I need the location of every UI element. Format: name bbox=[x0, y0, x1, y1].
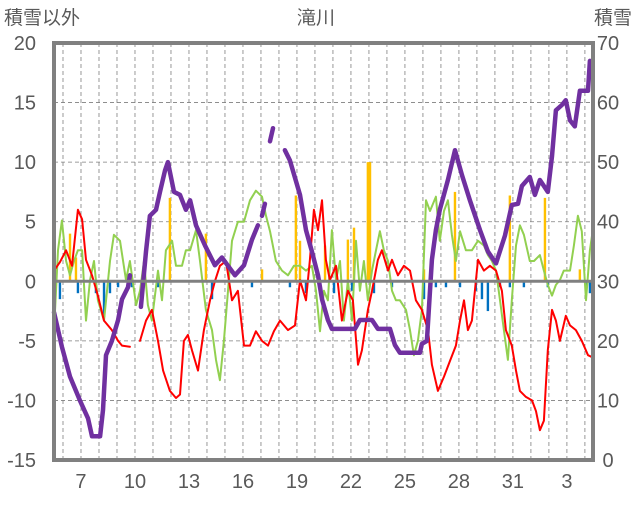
right-tick-label: 70 bbox=[597, 33, 619, 55]
negative-bar bbox=[588, 281, 592, 294]
negative-bar bbox=[250, 281, 254, 288]
left-tick-label: -5 bbox=[18, 331, 36, 353]
right-tick-label: 10 bbox=[597, 390, 619, 412]
precip-bar bbox=[366, 162, 370, 282]
negative-bar bbox=[486, 281, 490, 312]
right-tick-label: 20 bbox=[597, 331, 619, 353]
x-tick-label: 16 bbox=[232, 471, 254, 493]
precip-bar bbox=[260, 269, 264, 282]
x-tick-label: 28 bbox=[448, 471, 470, 493]
negative-bar bbox=[480, 281, 484, 300]
x-tick-label: 10 bbox=[124, 471, 146, 493]
negative-bar bbox=[108, 281, 112, 294]
precip-bar bbox=[74, 257, 78, 282]
negative-bar bbox=[422, 281, 426, 300]
precip-bar bbox=[368, 162, 372, 282]
x-tick-label: 13 bbox=[178, 471, 200, 493]
right-tick-label: 60 bbox=[597, 93, 619, 115]
negative-bar bbox=[508, 281, 512, 288]
negative-bar bbox=[116, 281, 120, 288]
negative-bar bbox=[288, 281, 292, 288]
x-tick-label: 3 bbox=[561, 471, 572, 493]
left-tick-label: 20 bbox=[14, 33, 36, 55]
negative-bar bbox=[130, 281, 134, 288]
right-tick-label: 40 bbox=[597, 212, 619, 234]
right-axis-title: 積雪 bbox=[594, 7, 632, 29]
precip-bar bbox=[68, 233, 72, 282]
right-tick-label: 30 bbox=[597, 271, 619, 293]
precip-bar bbox=[543, 197, 547, 282]
x-tick-label: 7 bbox=[75, 471, 86, 493]
right-tick-label: 0 bbox=[602, 450, 613, 472]
left-tick-label: -10 bbox=[7, 390, 36, 412]
precip-bar bbox=[294, 195, 298, 282]
plot-frame bbox=[52, 41, 595, 462]
negative-bar bbox=[76, 281, 80, 294]
negative-bar bbox=[372, 281, 376, 294]
x-tick-label: 25 bbox=[394, 471, 416, 493]
negative-bar bbox=[304, 281, 308, 294]
temperature-line bbox=[53, 199, 594, 432]
negative-bar bbox=[102, 281, 106, 318]
negative-bar bbox=[58, 281, 62, 300]
left-tick-label: 10 bbox=[14, 152, 36, 174]
left-tick-label: -15 bbox=[7, 450, 36, 472]
negative-bar bbox=[434, 281, 438, 288]
precip-bar bbox=[204, 233, 208, 282]
negative-bar bbox=[156, 281, 160, 288]
x-tick-label: 19 bbox=[286, 471, 308, 493]
gridlines bbox=[54, 43, 593, 460]
bars bbox=[58, 162, 592, 318]
left-tick-label: 0 bbox=[25, 271, 36, 293]
left-tick-label: 5 bbox=[25, 212, 36, 234]
negative-bar bbox=[458, 281, 462, 288]
chart-title: 滝川 bbox=[297, 7, 335, 29]
precip-bar bbox=[453, 191, 457, 282]
precip-bar bbox=[346, 239, 350, 282]
x-tick-label: 22 bbox=[340, 471, 362, 493]
x-tick-label: 31 bbox=[502, 471, 524, 493]
negative-bar bbox=[350, 281, 354, 291]
snow_depth-line bbox=[51, 58, 593, 439]
left-axis-title: 積雪以外 bbox=[4, 7, 80, 29]
left-tick-label: 15 bbox=[14, 93, 36, 115]
precip-bar bbox=[298, 240, 302, 282]
negative-bar bbox=[332, 281, 336, 294]
precip-bar bbox=[352, 227, 356, 282]
precip-bar bbox=[578, 269, 582, 282]
right-tick-label: 50 bbox=[597, 152, 619, 174]
negative-bar bbox=[522, 281, 526, 288]
negative-bar bbox=[444, 281, 448, 288]
series-lines bbox=[51, 58, 594, 439]
precip-bar bbox=[508, 195, 512, 282]
precip-bar bbox=[323, 245, 327, 282]
precip-bar bbox=[168, 197, 172, 282]
